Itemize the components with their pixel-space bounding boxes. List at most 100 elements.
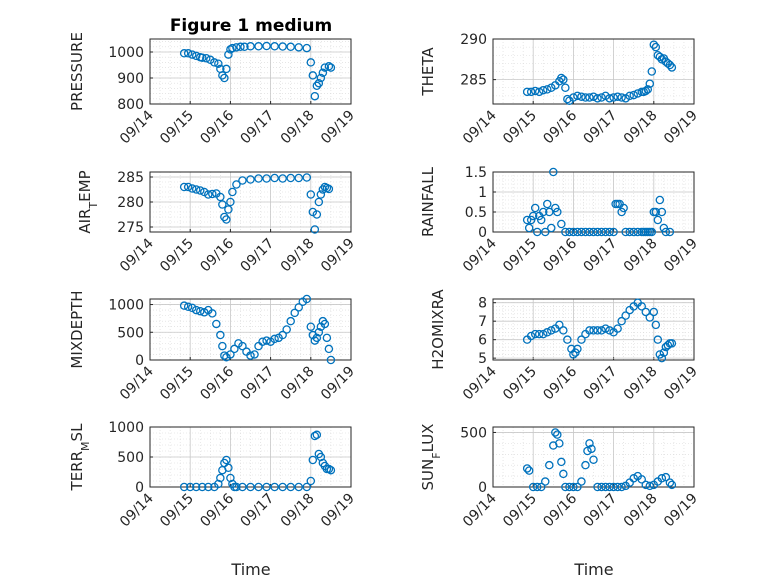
x-tick-label: 09/14 — [460, 363, 500, 403]
data-point — [526, 87, 536, 97]
data-point — [246, 42, 255, 51]
x-tick-label: 09/17 — [581, 364, 621, 404]
x-tick-label: 09/15 — [500, 491, 540, 531]
y-axis-label-main: SUN — [419, 459, 437, 491]
data-point — [316, 73, 326, 83]
data-point — [320, 63, 330, 72]
data-point — [659, 348, 669, 357]
data-point — [226, 350, 235, 359]
data-point — [653, 215, 663, 225]
data-point — [220, 351, 229, 360]
data-point — [316, 190, 326, 199]
data-point — [585, 439, 594, 448]
axes-box — [492, 298, 695, 361]
data-point — [522, 464, 532, 473]
data-point — [577, 92, 586, 101]
x-tick-label: 09/19 — [661, 236, 701, 276]
x-tick-label: 09/14 — [460, 107, 500, 147]
data-point — [258, 337, 267, 346]
data-point — [179, 301, 189, 310]
data-point — [597, 326, 606, 335]
x-tick-label: 09/16 — [540, 363, 580, 403]
data-point — [282, 325, 291, 334]
data-point — [593, 326, 602, 335]
data-point — [589, 455, 598, 464]
data-point — [314, 328, 324, 337]
data-point — [306, 322, 316, 331]
data-point — [278, 330, 287, 340]
data-point — [641, 480, 651, 490]
x-tick-label: 09/14 — [117, 107, 157, 147]
x-tick-label: 09/19 — [318, 491, 358, 531]
data-point — [306, 476, 316, 486]
data-point — [655, 52, 665, 62]
data-point — [187, 184, 197, 193]
data-point — [557, 73, 566, 83]
data-point — [318, 185, 328, 194]
y-axis-label-main: PRESSURE — [68, 32, 86, 111]
data-point — [557, 457, 566, 467]
data-point — [262, 336, 271, 345]
y-tick-label: 1000 — [108, 45, 144, 61]
data-point — [541, 227, 550, 237]
data-point — [565, 227, 574, 237]
data-point — [278, 174, 287, 183]
subplot-theta: 09/14 09/15 09/16 09/17 09/18 09/19 285 290 THET… — [419, 32, 701, 147]
data-point — [617, 93, 626, 102]
data-point — [222, 455, 231, 465]
y-axis-label-subscript: F — [430, 452, 443, 458]
subplot-rainfall: 09/14 09/15 09/16 09/17 09/18 09/19 0 0.5 1 1.5 RA… — [419, 165, 701, 275]
x-tick-label: 09/17 — [238, 364, 278, 404]
y-axis-label-main: RAINFALL — [419, 166, 437, 237]
data-point — [647, 227, 657, 237]
data-point — [613, 92, 622, 101]
data-point — [218, 71, 227, 80]
x-tick-label: 09/17 — [238, 108, 278, 148]
data-point — [559, 469, 568, 479]
x-tick-label: 09/17 — [238, 491, 278, 531]
data-point — [270, 173, 279, 183]
data-point — [224, 463, 233, 473]
data-point — [553, 430, 562, 439]
x-tick-label: 09/19 — [661, 108, 701, 148]
data-point — [183, 302, 193, 312]
x-tick-label: 09/14 — [460, 490, 500, 530]
data-point — [619, 203, 628, 213]
data-point — [246, 175, 255, 184]
data-point — [641, 307, 651, 317]
data-point — [581, 227, 590, 237]
y-tick-label: 0 — [478, 225, 487, 241]
data-point — [232, 43, 241, 52]
x-tick-label: 09/16 — [197, 235, 237, 275]
y-axis-label-main: TERR — [68, 451, 86, 492]
data-point — [195, 186, 205, 195]
data-point — [569, 350, 578, 359]
data-point — [191, 482, 201, 492]
x-tick-label: 09/16 — [540, 107, 580, 147]
y-tick-label: 500 — [117, 450, 144, 466]
data-point — [585, 326, 594, 335]
x-tick-label: 09/16 — [197, 107, 237, 147]
data-point — [238, 482, 247, 492]
data-point — [637, 302, 646, 311]
data-point — [218, 341, 227, 351]
data-point — [613, 324, 622, 333]
y-tick-label: 0 — [135, 480, 144, 496]
data-point — [657, 474, 667, 483]
data-point — [589, 92, 598, 101]
x-tick-label: 09/14 — [117, 363, 157, 403]
data-point — [643, 85, 653, 94]
data-point — [555, 439, 564, 448]
data-point — [547, 326, 556, 335]
data-point — [210, 58, 219, 67]
x-tick-label: 09/15 — [157, 236, 197, 276]
data-point — [236, 42, 245, 52]
data-point — [539, 329, 548, 339]
x-tick-label: 09/19 — [318, 236, 358, 276]
data-point — [555, 320, 564, 330]
data-point — [302, 482, 312, 492]
y-axis-label-subscript: M — [79, 441, 92, 451]
x-axis-label-left: Time — [230, 560, 270, 579]
data-point — [232, 482, 241, 492]
y-tick-label: 285 — [460, 73, 487, 89]
